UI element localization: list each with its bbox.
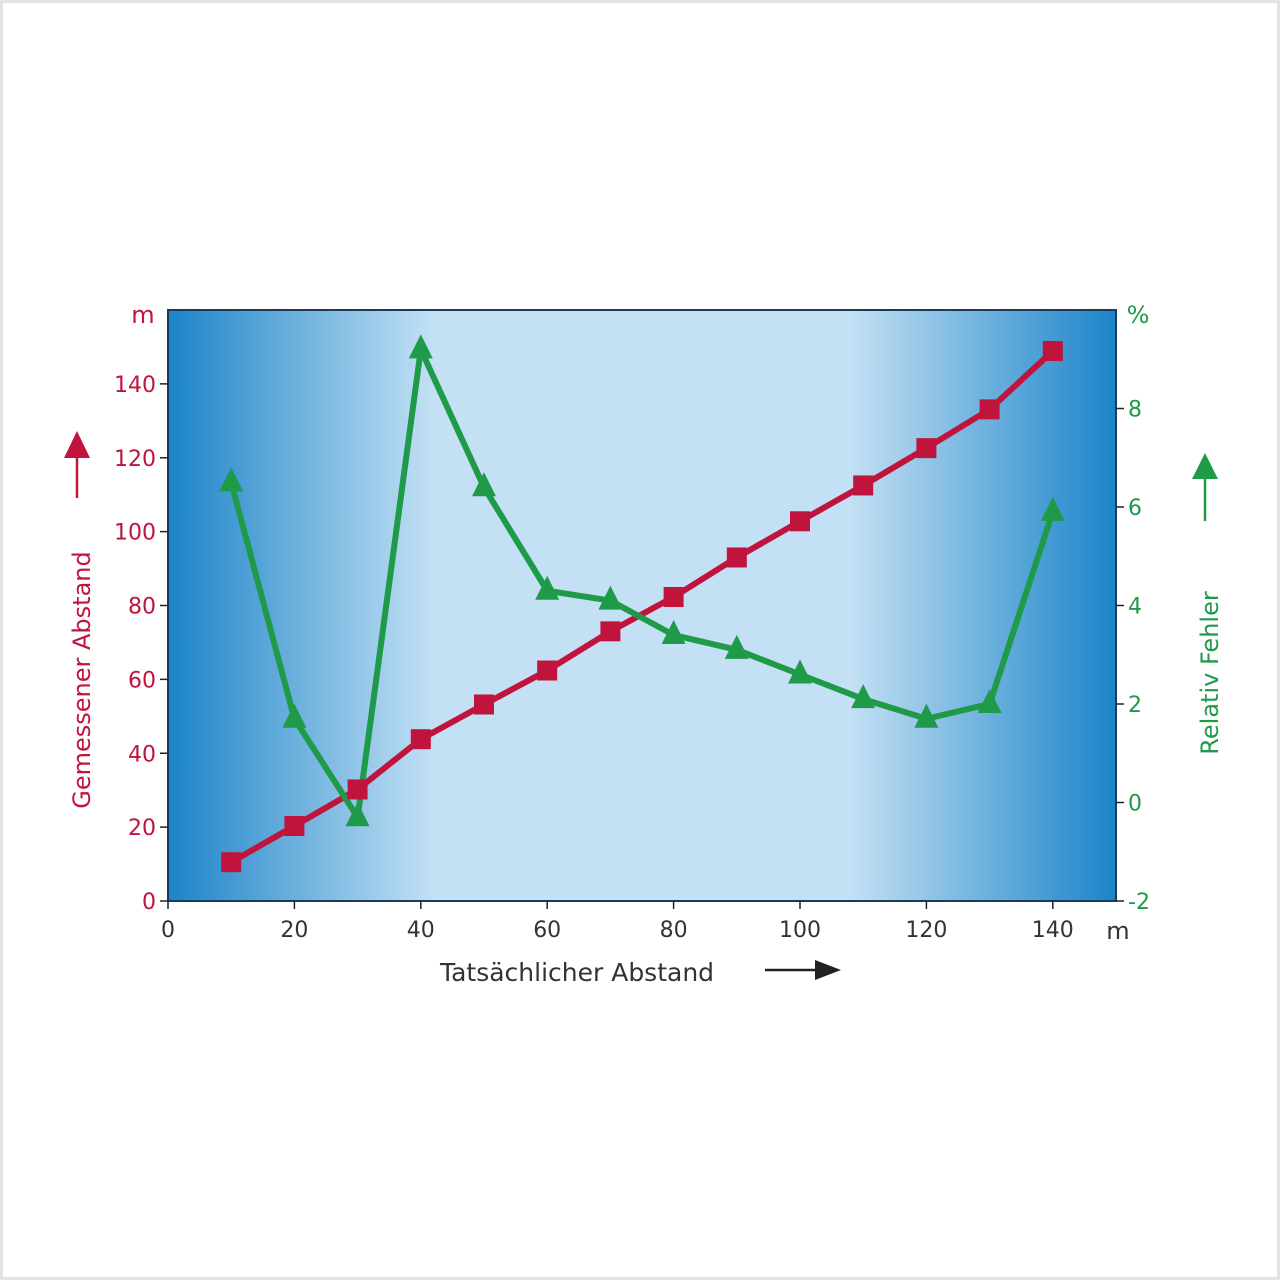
x-tick-label: 100	[779, 918, 821, 943]
x-tick-label: 60	[533, 918, 561, 943]
x-axis-title: Tatsächlicher Abstand	[439, 958, 714, 987]
right-tick-label: 6	[1128, 496, 1142, 521]
right-tick-label: 4	[1128, 595, 1142, 620]
left-tick-label: 80	[128, 595, 156, 620]
right-axis-title: Relativ Fehler	[1196, 591, 1224, 755]
right-tick-label: -2	[1128, 890, 1150, 915]
relative-error-point	[219, 467, 244, 492]
measured-distance-point	[537, 660, 558, 681]
left-tick-label: 100	[114, 521, 156, 546]
relative-error-point	[345, 802, 370, 827]
x-tick-label: 120	[905, 918, 947, 943]
x-tick-label: 20	[280, 918, 308, 943]
measured-distance-point	[410, 729, 431, 750]
right-axis-unit: %	[1127, 301, 1150, 329]
relative-error-point	[661, 620, 686, 645]
relative-error-point	[472, 472, 496, 497]
left-axis-arrow	[64, 431, 90, 498]
relative-error-point	[788, 659, 812, 684]
measured-distance-point	[726, 547, 747, 568]
measured-distance-point	[221, 852, 242, 873]
left-tick-label: 20	[128, 816, 156, 841]
measured-distance-point	[790, 511, 810, 532]
x-tick-label: 140	[1032, 918, 1074, 943]
x-axis-unit: m	[1106, 917, 1129, 945]
left-axis-unit: m	[131, 301, 154, 329]
x-tick-label: 0	[161, 918, 175, 943]
x-tick-label: 80	[660, 918, 688, 943]
measured-distance-line	[229, 348, 1055, 865]
measured-distance-point	[474, 694, 494, 715]
right-tick-label: 8	[1128, 398, 1142, 423]
relative-error-line	[228, 338, 1056, 826]
measured-distance-point	[1042, 341, 1063, 362]
measured-distance-point	[347, 779, 368, 800]
measured-distance-point	[979, 399, 1000, 420]
plot-area	[167, 309, 1117, 902]
left-axis-title: Gemessener Abstand	[68, 551, 96, 808]
measured-distance-point	[853, 475, 874, 496]
relative-error-point	[977, 689, 1002, 713]
relative-error-point	[851, 684, 876, 709]
relative-error-point	[914, 703, 939, 728]
left-tick-label: 0	[142, 890, 156, 915]
right-axis-arrow	[1192, 453, 1218, 521]
left-tick-label: 120	[114, 447, 156, 472]
relative-error-point	[724, 634, 749, 659]
left-tick-label: 40	[128, 742, 156, 767]
measured-distance-point	[916, 438, 937, 459]
measured-distance-point	[600, 621, 621, 642]
right-tick-label: 0	[1128, 792, 1142, 817]
left-tick-label: 140	[114, 373, 156, 398]
relative-error-point	[408, 334, 433, 359]
measured-distance-point	[663, 587, 684, 608]
measured-distance-point	[284, 816, 305, 837]
right-tick-label: 2	[1128, 693, 1142, 718]
relative-error-point	[598, 585, 623, 610]
relative-error-point	[535, 575, 560, 600]
x-tick-label: 40	[407, 918, 435, 943]
relative-error-point	[282, 703, 307, 728]
relative-error-point	[1040, 496, 1065, 521]
left-tick-label: 60	[128, 668, 156, 693]
x-axis-arrow	[765, 960, 841, 980]
